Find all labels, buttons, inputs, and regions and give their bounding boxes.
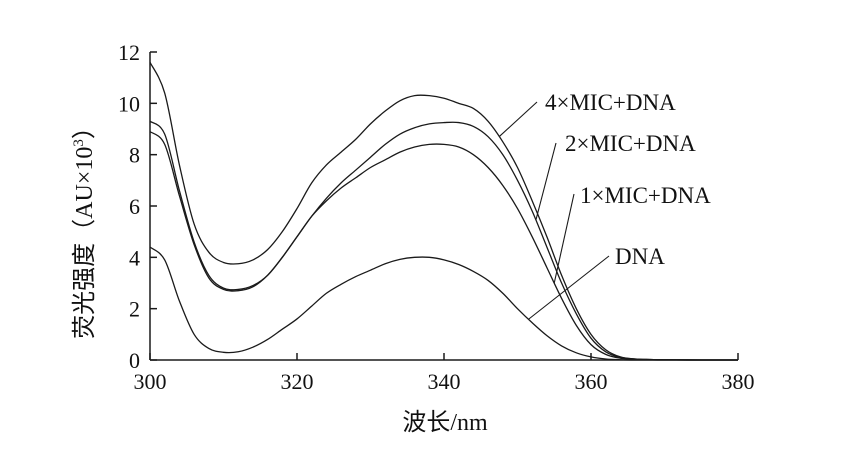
y-axis-title: 荧光强度（AU×103） bbox=[71, 115, 98, 339]
series-label-leader-2 bbox=[553, 193, 575, 284]
series-label-1: 2×MIC+DNA bbox=[565, 131, 696, 156]
y-tick-label: 12 bbox=[118, 40, 140, 65]
series-group bbox=[149, 61, 739, 361]
series-label-0: 4×MIC+DNA bbox=[545, 90, 676, 115]
series-line-3 bbox=[149, 246, 738, 361]
y-axis-title-superscript: 3 bbox=[71, 139, 87, 147]
x-tick-label: 300 bbox=[134, 369, 167, 394]
series-label-2: 1×MIC+DNA bbox=[580, 183, 711, 208]
x-tick-label: 360 bbox=[575, 369, 608, 394]
y-tick-label: 6 bbox=[129, 194, 140, 219]
series-label-leader-3 bbox=[528, 255, 610, 320]
y-axis-title-close: ） bbox=[72, 115, 98, 139]
series-labels: 4×MIC+DNA 2×MIC+DNA 1×MIC+DNA DNA bbox=[498, 90, 711, 320]
y-tick-label: 4 bbox=[129, 245, 140, 270]
series-line-1 bbox=[149, 120, 739, 361]
x-tick-label: 320 bbox=[281, 369, 314, 394]
y-tick-label: 8 bbox=[129, 143, 140, 168]
x-tick-label: 380 bbox=[722, 369, 755, 394]
y-axis-title-main: 荧光强度（AU×10 bbox=[71, 147, 98, 339]
series-label-leader-0 bbox=[498, 101, 538, 138]
y-tick-label: 2 bbox=[129, 297, 140, 322]
series-label-3: DNA bbox=[615, 244, 665, 269]
y-tick-label: 10 bbox=[118, 91, 140, 116]
x-axis-title: 波长/nm bbox=[402, 409, 488, 436]
series-line-2 bbox=[149, 131, 738, 361]
y-tick-label: 0 bbox=[129, 348, 140, 373]
series-line-0 bbox=[149, 61, 739, 361]
y-axis: 0 2 4 6 8 10 12 bbox=[118, 40, 157, 373]
x-tick-label: 340 bbox=[428, 369, 461, 394]
series-label-leader-1 bbox=[535, 142, 557, 221]
